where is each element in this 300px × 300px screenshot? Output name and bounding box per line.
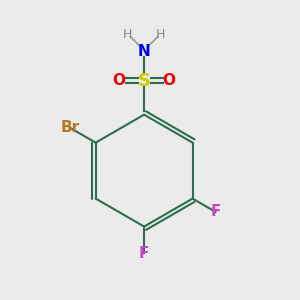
Text: F: F: [210, 204, 221, 219]
Text: N: N: [138, 44, 151, 59]
Text: O: O: [112, 73, 126, 88]
Text: S: S: [138, 72, 151, 90]
Text: H: H: [156, 28, 165, 41]
Text: O: O: [163, 73, 176, 88]
Text: H: H: [123, 28, 133, 41]
Text: F: F: [139, 246, 149, 261]
Text: Br: Br: [61, 120, 80, 135]
